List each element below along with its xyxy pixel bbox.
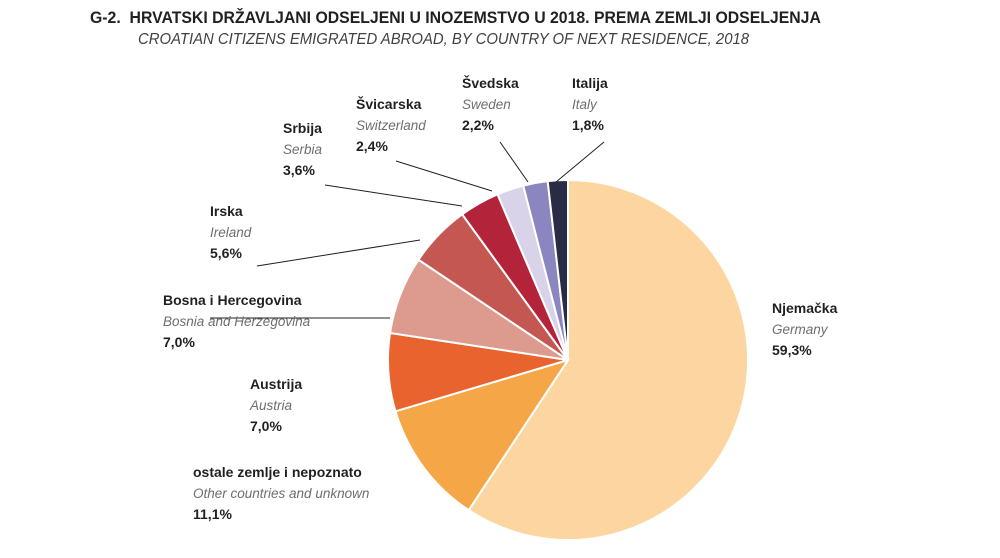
leader-line xyxy=(395,160,493,192)
leader-lines xyxy=(210,141,605,319)
chart-title: G-2. HRVATSKI DRŽAVLJANI ODSELJENI U INO… xyxy=(90,8,821,28)
pie-slice-germany xyxy=(467,178,749,541)
slice-label-hr: Njemačka xyxy=(772,300,838,316)
slice-label-hr: Irska xyxy=(210,203,243,219)
slice-value-label: 1,8% xyxy=(572,117,604,133)
slice-label-hr: Srbija xyxy=(283,120,322,136)
pie-slice-other-countries-and-unknown xyxy=(394,358,571,512)
slice-value-label: 2,4% xyxy=(356,138,388,154)
pie-slices xyxy=(387,178,749,541)
slice-label-hr: Bosna i Hercegovina xyxy=(163,292,302,308)
slice-value-label: 7,0% xyxy=(250,418,282,434)
leader-line xyxy=(324,184,463,207)
slice-label-hr: Švicarska xyxy=(356,95,422,112)
chart-title-block: G-2. HRVATSKI DRŽAVLJANI ODSELJENI U INO… xyxy=(90,8,876,49)
slice-label-en: Other countries and unknown xyxy=(193,486,369,501)
slice-value-label: 59,3% xyxy=(772,342,812,358)
slice-value-label: 11,1% xyxy=(193,506,232,522)
slice-label-en: Ireland xyxy=(210,225,252,240)
slice-label-hr: Švedska xyxy=(462,74,519,91)
slice-value-label: 7,0% xyxy=(163,334,195,350)
leader-line xyxy=(499,141,529,183)
slice-value-label: 3,6% xyxy=(283,162,315,178)
leader-line xyxy=(256,239,421,267)
slice-value-label: 5,6% xyxy=(210,245,242,261)
slice-label-en: Serbia xyxy=(283,142,323,157)
slice-label-en: Austria xyxy=(249,398,293,413)
slice-label-en: Bosnia and Herzegovina xyxy=(163,314,311,329)
slice-label-en: Switzerland xyxy=(356,118,426,133)
slice-labels: Njemačka Germany 59,3% ostale zemlje i nepo… xyxy=(163,74,838,522)
slice-label-en: Sweden xyxy=(462,97,511,112)
leader-line xyxy=(555,141,605,183)
chart-number: G-2. xyxy=(90,8,121,27)
chart-subtitle: CROATIAN CITIZENS EMIGRATED ABROAD, BY C… xyxy=(138,31,750,48)
slice-label-hr: ostale zemlje i nepoznato xyxy=(193,464,362,480)
chart-title-hr: HRVATSKI DRŽAVLJANI ODSELJENI U INOZEMST… xyxy=(129,8,821,27)
slice-label-hr: Austrija xyxy=(250,376,302,392)
slice-label-en: Italy xyxy=(572,97,598,112)
slice-label-hr: Italija xyxy=(572,75,608,91)
slice-value-label: 2,2% xyxy=(462,117,494,133)
slice-label-en: Germany xyxy=(772,322,829,337)
